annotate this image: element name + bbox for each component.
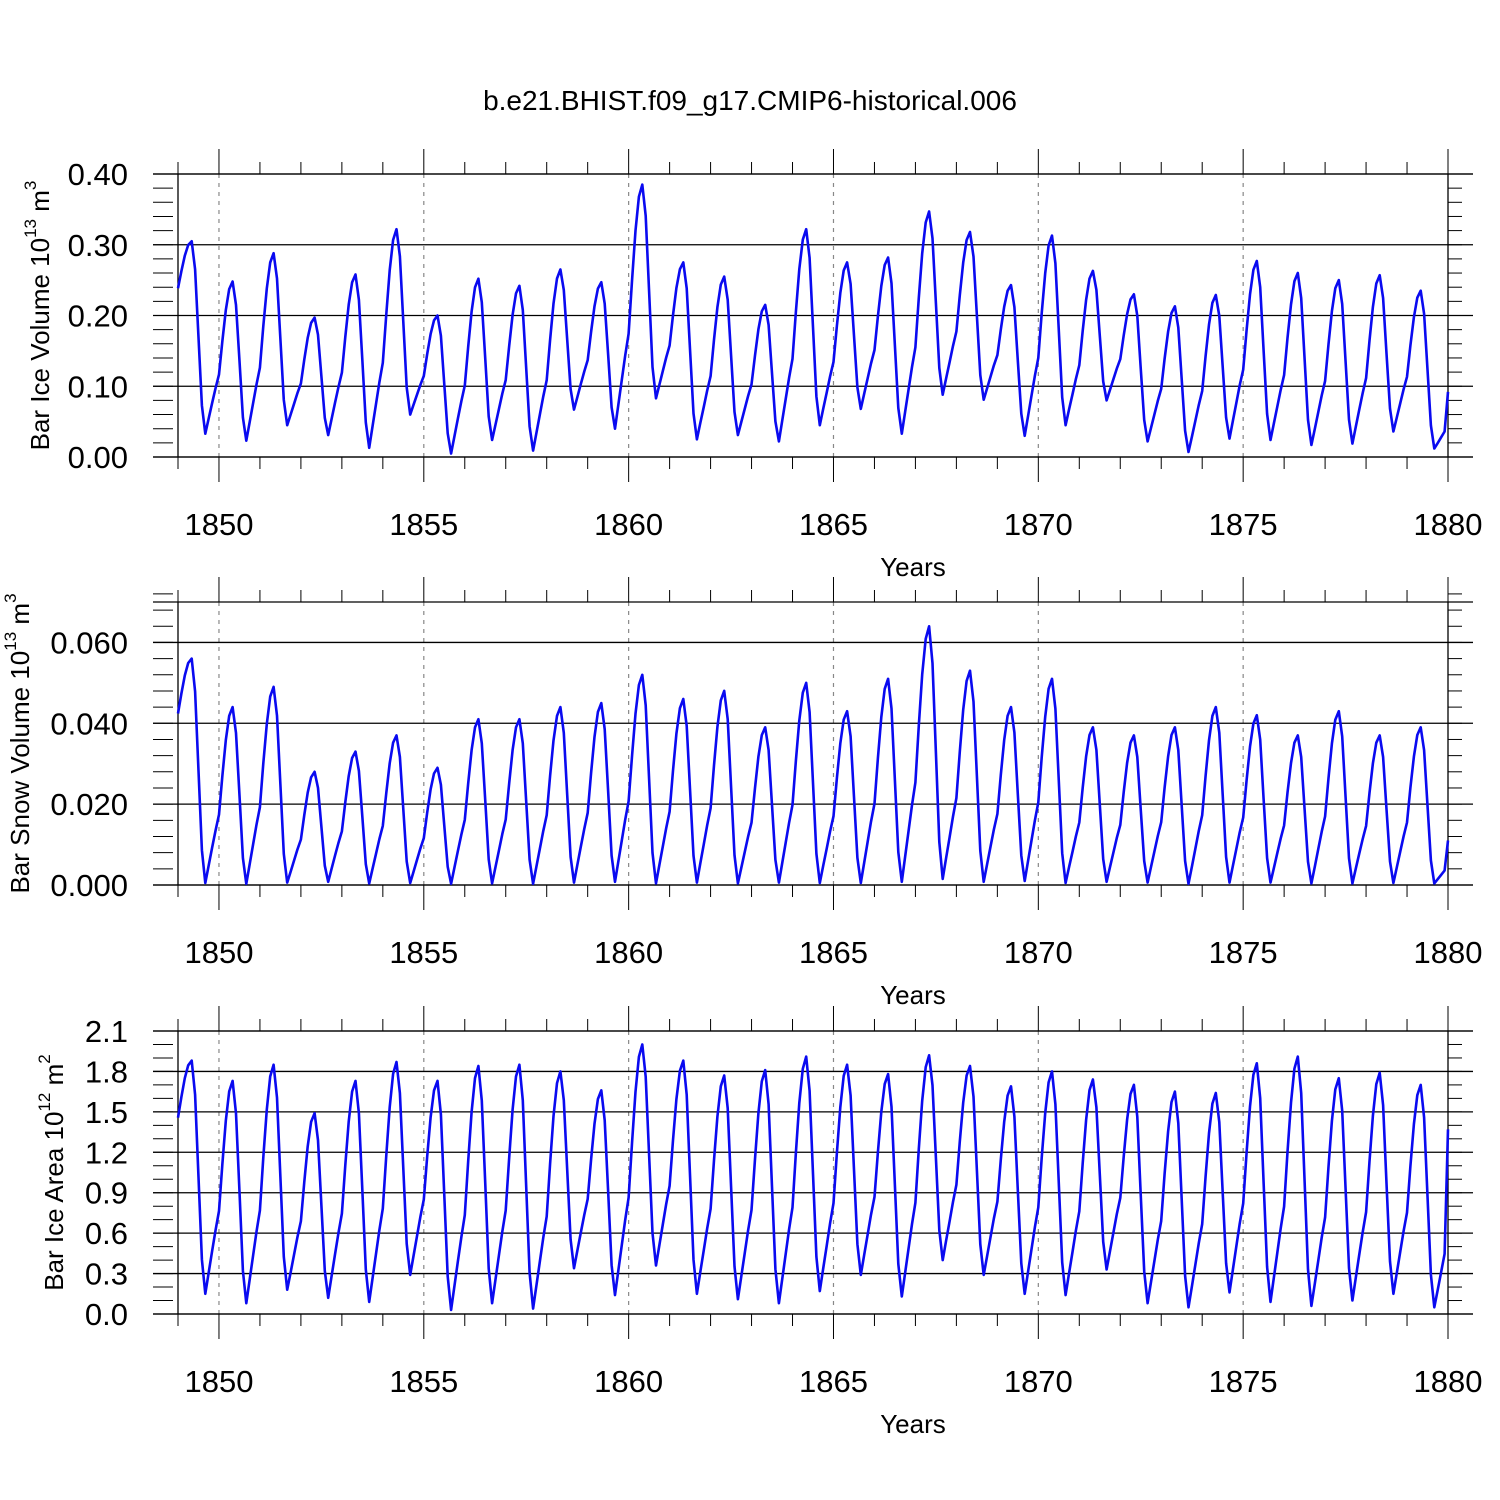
y-axis-label: Bar Ice Volume 1013 m3: [21, 181, 54, 451]
panel-1: 0.00 0.10 0.20 0.30 0.40 1850 1855 1860 1865 1870…: [21, 149, 1482, 582]
y-tick-label: 0.20: [68, 299, 128, 334]
series-line: [176, 1043, 1450, 1312]
x-tick-label: 1880: [1414, 1364, 1483, 1399]
y-axis-label-part: 3: [21, 181, 40, 190]
y-tick-label: 1.5: [85, 1095, 128, 1130]
y-tick-label: 0.00: [68, 440, 128, 475]
x-tick-label: 1860: [594, 1364, 663, 1399]
x-tick-label: 1875: [1209, 507, 1278, 542]
x-tick-label: 1875: [1209, 1364, 1278, 1399]
y-tick-label: 0.3: [85, 1257, 128, 1292]
y-axis-label-part: Bar Snow Volume 10: [5, 651, 35, 894]
x-axis-label: Years: [880, 552, 946, 582]
x-tick-label: 1880: [1414, 935, 1483, 970]
y-tick-label: 0.6: [85, 1216, 128, 1251]
y-tick-label: 0.040: [50, 706, 128, 741]
y-tick-label: 0.020: [50, 787, 128, 822]
y-tick-label: 0.000: [50, 868, 128, 903]
panel-2: 0.000 0.020 0.040 0.060 1850 1855 1860 1865 1870…: [1, 577, 1482, 1010]
y-tick-label: 0.30: [68, 228, 128, 263]
y-tick-label: 0.9: [85, 1176, 128, 1211]
y-tick-label: 1.8: [85, 1054, 128, 1089]
panel-3: 0.0 0.3 0.6 0.9 1.2 1.5 1.8 2.1 1850 1855 1860 1865…: [35, 1006, 1482, 1439]
x-tick-label: 1870: [1004, 507, 1073, 542]
y-axis-label-part: 13: [1, 632, 20, 651]
x-axis-label: Years: [880, 980, 946, 1010]
x-axis-label: Years: [880, 1409, 946, 1439]
x-tick-label: 1850: [184, 1364, 253, 1399]
y-tick-label: 0.40: [68, 157, 128, 192]
y-axis-label-part: Bar Ice Area 10: [39, 1112, 69, 1291]
y-axis-label-part: 13: [21, 219, 40, 238]
x-tick-label: 1865: [799, 507, 868, 542]
y-axis-label-part: m: [25, 190, 55, 219]
y-axis-label-part: 3: [1, 593, 20, 602]
y-axis-label-part: m: [39, 1064, 69, 1093]
x-tick-label: 1875: [1209, 935, 1278, 970]
y-axis-label-part: Bar Ice Volume 10: [25, 238, 55, 450]
y-axis-label-part: 2: [35, 1054, 54, 1063]
y-axis-label: Bar Snow Volume 1013 m3: [1, 593, 34, 893]
y-tick-label: 0.0: [85, 1297, 128, 1332]
x-tick-label: 1850: [184, 507, 253, 542]
x-tick-label: 1865: [799, 935, 868, 970]
y-tick-label: 0.060: [50, 625, 128, 660]
x-tick-label: 1855: [389, 1364, 458, 1399]
x-tick-label: 1870: [1004, 935, 1073, 970]
y-axis-label-part: 12: [35, 1093, 54, 1112]
x-tick-label: 1855: [389, 507, 458, 542]
series-line: [176, 183, 1450, 455]
figure-title: b.e21.BHIST.f09_g17.CMIP6-historical.006: [483, 85, 1017, 116]
x-tick-label: 1860: [594, 507, 663, 542]
x-tick-label: 1880: [1414, 507, 1483, 542]
series-line: [176, 625, 1450, 886]
y-tick-label: 1.2: [85, 1135, 128, 1170]
y-tick-label: 2.1: [85, 1014, 128, 1049]
x-tick-label: 1865: [799, 1364, 868, 1399]
x-tick-label: 1870: [1004, 1364, 1073, 1399]
y-axis-label: Bar Ice Area 1012 m2: [35, 1054, 68, 1291]
y-tick-label: 0.10: [68, 369, 128, 404]
x-tick-label: 1850: [184, 935, 253, 970]
y-axis-label-part: m: [5, 603, 35, 632]
x-tick-label: 1860: [594, 935, 663, 970]
x-tick-label: 1855: [389, 935, 458, 970]
